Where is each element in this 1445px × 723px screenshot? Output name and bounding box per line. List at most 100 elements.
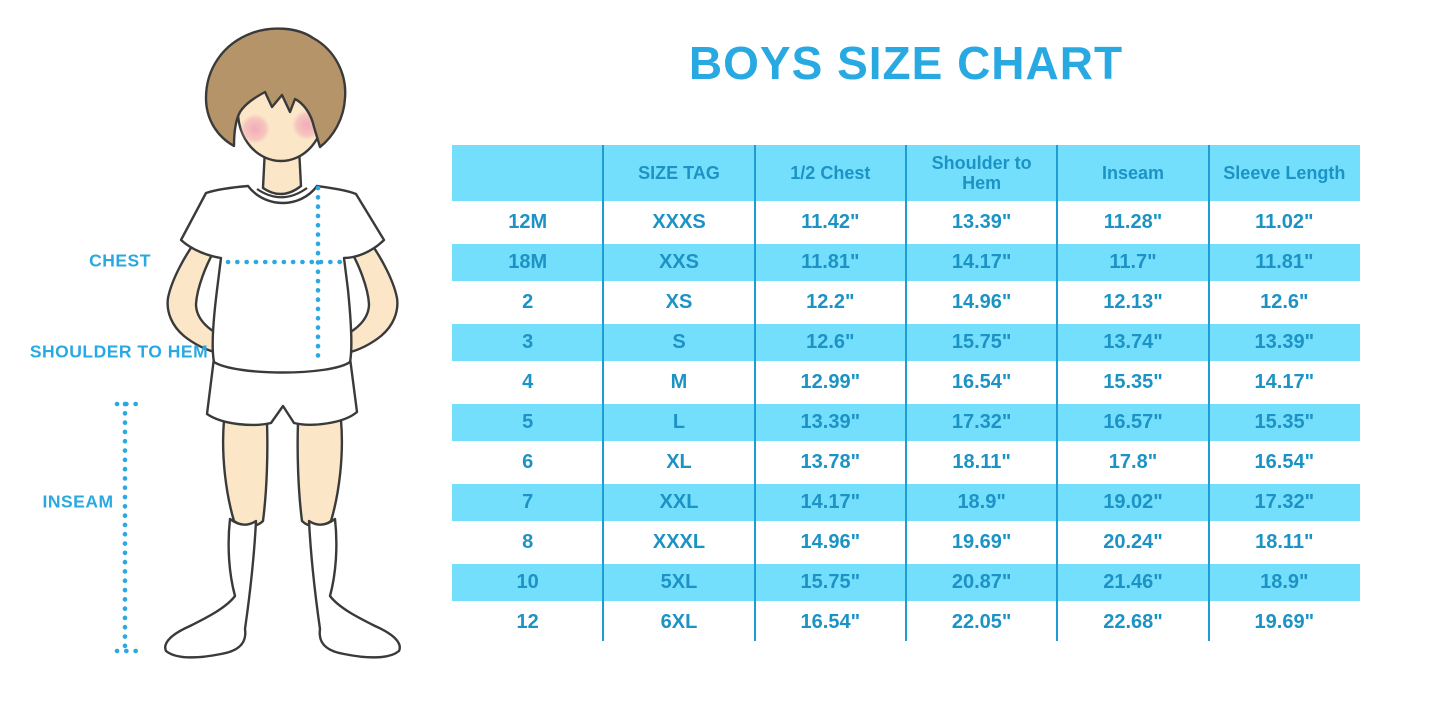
page-title: BOYS SIZE CHART [688,37,1124,89]
size-value-cell: 16.54" [1254,451,1315,473]
sock-left [164,517,258,659]
shoulder-to-hem-label: SHOULDER TO HEM [29,341,209,362]
size-value-cell: 12.99" [800,371,861,393]
size-value-cell: 18.11" [1255,531,1314,553]
blush-left [240,114,270,144]
size-value-cell: 13.39" [951,211,1012,233]
size-value-cell: 14.17" [754,484,906,521]
table-header-row: SIZE TAG 1/2 Chest Shoulder to Hem Inseam Sl… [452,145,1360,201]
size-value-cell: XXL [603,484,755,521]
column-header: Shoulder to Hem [905,145,1058,201]
table-row: 4 M 12.99" 16.54" 15.35" 14.17" [452,364,1360,401]
size-value-cell: 15.35" [1103,371,1163,393]
size-value-cell: 11.42" [801,211,860,233]
collar-line [256,187,308,199]
column-header [452,145,604,201]
row-size-label: 10 [452,564,604,601]
size-value-cell: 15.75" [905,324,1058,361]
row-size-label: 3 [452,324,604,361]
table-row: 10 5XL 15.75" 20.87" 21.46" 18.9" [452,564,1360,601]
column-divider-line [1208,145,1210,641]
column-header: Sleeve Length [1208,145,1360,201]
size-value-cell: 22.68" [1103,611,1163,633]
table-row: 5 L 13.39" 17.32" 16.57" 15.35" [452,404,1360,441]
size-value-cell: 11.7" [1057,244,1209,281]
size-value-cell: 13.39" [1208,324,1360,361]
size-value-cell: 18.11" [952,451,1011,473]
size-value-cell: 14.96" [800,531,861,553]
column-divider-line [905,145,907,641]
size-value-cell: 11.81" [754,244,906,281]
row-size-label: 12 [516,611,539,633]
table-row: 12M XXXS 11.42" 13.39" 11.28" 11.02" [452,204,1360,241]
size-table: SIZE TAG 1/2 Chest Shoulder to Hem Inseam Sl… [452,142,1360,644]
row-size-label: 2 [522,291,534,313]
size-value-cell: 15.35" [1208,404,1360,441]
size-value-cell: 21.46" [1057,564,1209,601]
row-size-label: 12M [508,211,548,233]
table-row: 8 XXXL 14.96" 19.69" 20.24" 18.11" [452,524,1360,561]
size-value-cell: 12.6" [754,324,906,361]
leg-right [296,418,344,528]
size-table-grid: SIZE TAG 1/2 Chest Shoulder to Hem Inseam Sl… [452,142,1360,644]
size-value-cell: 16.54" [951,371,1012,393]
size-value-cell: 12.13" [1103,291,1163,313]
column-divider-line [754,145,756,641]
size-value-cell: 20.87" [905,564,1058,601]
hair-shape [204,27,347,149]
size-value-cell: 13.78" [800,451,861,473]
measurement-figure: CHEST SHOULDER TO HEM INSEAM [0,0,452,723]
column-divider-line [1056,145,1058,641]
column-header: Inseam [1057,145,1209,201]
row-size-label: 18M [452,244,604,281]
inseam-label: INSEAM [42,491,114,512]
size-value-cell: XS [665,291,693,313]
boy-illustration [114,27,401,659]
row-size-label: 5 [452,404,604,441]
size-value-cell: 14.17" [1254,371,1315,393]
size-value-cell: XXS [603,244,755,281]
size-value-cell: 13.39" [754,404,906,441]
size-value-cell: 12.2" [806,291,855,313]
column-divider-line [602,145,604,641]
size-value-cell: 17.32" [905,404,1058,441]
table-row: 12 6XL 16.54" 22.05" 22.68" 19.69" [452,604,1360,641]
table-body: 12M XXXS 11.42" 13.39" 11.28" 11.02" 18M XXS 11.… [452,204,1360,641]
size-value-cell: 11.28" [1103,211,1163,233]
size-value-cell: 17.8" [1108,451,1158,473]
row-size-label: 7 [452,484,604,521]
size-value-cell: S [603,324,755,361]
size-value-cell: 18.9" [1208,564,1360,601]
size-value-cell: 12.6" [1260,291,1309,313]
size-value-cell: L [603,404,755,441]
column-header: SIZE TAG [603,145,755,201]
size-value-cell: 18.9" [905,484,1058,521]
arm-left [166,234,228,355]
size-value-cell: 15.75" [754,564,906,601]
size-value-cell: 14.96" [951,291,1012,313]
row-size-label: 8 [522,531,534,553]
size-value-cell: 11.81" [1208,244,1360,281]
size-value-cell: 22.05" [951,611,1012,633]
table-row: 6 XL 13.78" 18.11" 17.8" 16.54" [452,444,1360,481]
column-header: 1/2 Chest [754,145,906,201]
table-row: 3 S 12.6" 15.75" 13.74" 13.39" [452,324,1360,361]
size-value-cell: M [670,371,688,393]
table-row: 2 XS 12.2" 14.96" 12.13" 12.6" [452,284,1360,321]
size-value-cell: 17.32" [1208,484,1360,521]
sock-right [307,517,401,659]
table-row: 7 XXL 14.17" 18.9" 19.02" 17.32" [452,484,1360,521]
size-value-cell: XXXS [652,211,706,233]
size-value-cell: 14.17" [905,244,1058,281]
size-value-cell: 5XL [603,564,755,601]
size-value-cell: 16.54" [800,611,861,633]
size-value-cell: 19.69" [1254,611,1315,633]
size-value-cell: 11.02" [1255,211,1314,233]
chest-label: CHEST [89,250,151,271]
size-value-cell: XXXL [652,531,706,553]
size-value-cell: 16.57" [1057,404,1209,441]
size-value-cell: 20.24" [1103,531,1163,553]
table-row: 18M XXS 11.81" 14.17" 11.7" 11.81" [452,244,1360,281]
tshirt-shape [179,184,386,374]
